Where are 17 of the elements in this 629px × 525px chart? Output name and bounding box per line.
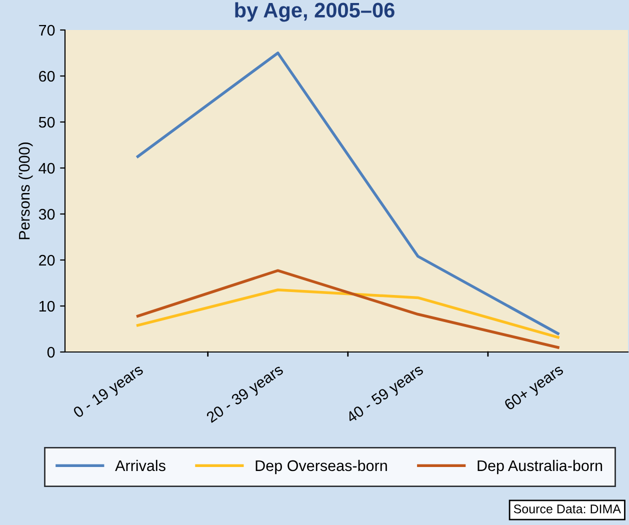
- legend-label: Arrivals: [115, 460, 166, 472]
- line-series: [136, 288, 560, 339]
- legend-label: Dep Australia-born: [478, 460, 602, 474]
- chart-title: by Age, 2005–06: [235, 2, 394, 22]
- y-tick-label: 30: [38, 208, 55, 220]
- source-note: Source Data: DIMA: [514, 504, 621, 514]
- line-series: [136, 52, 560, 335]
- y-axis-title: Persons ('000): [18, 142, 33, 240]
- y-tick-label: 40: [38, 162, 55, 174]
- line-series: [136, 269, 560, 349]
- y-tick-label: 60: [39, 70, 55, 82]
- legend-label: Dep Overseas-born: [256, 460, 387, 474]
- y-tick-label: 0: [47, 346, 55, 358]
- y-tick-label: 50: [38, 116, 55, 128]
- y-tick-label: 10: [39, 300, 55, 312]
- y-tick-label: 70: [39, 24, 55, 36]
- y-tick-label: 20: [39, 254, 55, 266]
